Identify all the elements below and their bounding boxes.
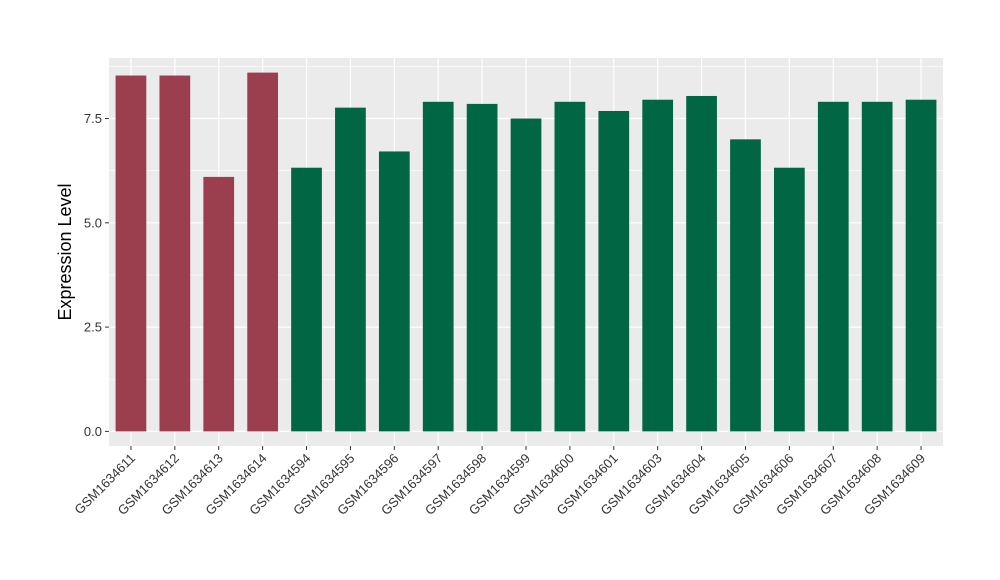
y-axis-title: Expression Level (55, 183, 75, 320)
bar (291, 167, 322, 432)
y-tick-label: 7.5 (84, 111, 102, 126)
bar (905, 99, 937, 432)
bar (466, 103, 498, 432)
bar (686, 95, 717, 432)
bar (598, 110, 630, 432)
y-tick-label: 5.0 (84, 215, 102, 230)
bar (247, 72, 278, 432)
bar (422, 101, 454, 432)
bar (730, 139, 761, 432)
bar (115, 75, 147, 432)
bar (203, 176, 235, 432)
bar (774, 167, 805, 432)
bar (378, 151, 410, 432)
bar (159, 75, 191, 432)
y-axis: 0.0 2.5 5.0 7.5 (84, 111, 109, 439)
bar (817, 101, 849, 432)
y-tick-label: 0.0 (84, 424, 102, 439)
bar (861, 101, 893, 432)
bar (642, 99, 674, 432)
bar (510, 118, 542, 432)
x-axis: GSM1634611GSM1634612GSM1634613GSM1634614… (71, 446, 928, 518)
bars (115, 72, 937, 432)
bar (335, 107, 366, 432)
bar (554, 101, 586, 432)
y-tick-label: 2.5 (84, 320, 102, 335)
